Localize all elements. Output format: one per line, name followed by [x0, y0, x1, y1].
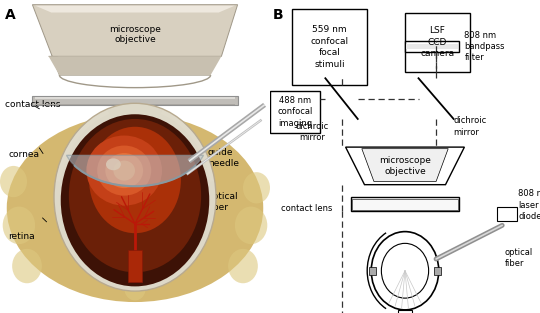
Circle shape [54, 103, 216, 291]
Text: optical
fiber: optical fiber [505, 248, 533, 268]
Text: B: B [273, 8, 284, 22]
Bar [351, 197, 459, 211]
Bar [369, 267, 375, 275]
Circle shape [3, 207, 35, 244]
Circle shape [89, 127, 181, 233]
Polygon shape [129, 250, 141, 282]
Text: 808 nm
bandpass
filter: 808 nm bandpass filter [464, 31, 505, 62]
Circle shape [0, 166, 27, 197]
Text: contact lens: contact lens [281, 204, 332, 213]
Ellipse shape [105, 153, 143, 188]
Text: optical
fiber: optical fiber [208, 192, 239, 212]
Bar [435, 267, 441, 275]
Polygon shape [35, 6, 235, 13]
Bar [353, 199, 458, 210]
Text: LSF
CCD
camera: LSF CCD camera [420, 26, 455, 58]
Circle shape [372, 232, 438, 310]
Circle shape [12, 249, 42, 283]
Text: dichroic
mirror: dichroic mirror [295, 122, 328, 142]
Bar [399, 310, 412, 313]
Text: dichroic
mirror: dichroic mirror [454, 116, 487, 136]
Text: contact lens: contact lens [5, 100, 61, 109]
Circle shape [60, 114, 210, 286]
Text: guide
needle: guide needle [208, 148, 239, 168]
Ellipse shape [106, 158, 121, 170]
Bar [407, 44, 458, 49]
Polygon shape [49, 56, 221, 75]
Ellipse shape [86, 136, 162, 206]
Text: A: A [5, 8, 16, 22]
Text: 559 nm
confocal
focal
stimuli: 559 nm confocal focal stimuli [310, 25, 348, 69]
Ellipse shape [97, 146, 151, 196]
Bar [292, 9, 367, 85]
Bar [405, 41, 459, 52]
Ellipse shape [113, 161, 135, 181]
Polygon shape [32, 96, 238, 105]
Polygon shape [362, 149, 448, 182]
Ellipse shape [6, 114, 264, 302]
Polygon shape [66, 155, 204, 186]
Circle shape [228, 249, 258, 283]
Polygon shape [35, 104, 235, 105]
Polygon shape [32, 5, 238, 75]
Text: microscope
objective: microscope objective [109, 25, 161, 44]
Text: retina: retina [8, 232, 35, 241]
Text: 488 nm
confocal
imaging: 488 nm confocal imaging [277, 96, 313, 128]
Bar [497, 207, 517, 221]
Polygon shape [346, 147, 464, 185]
Bar [405, 13, 470, 72]
Polygon shape [35, 97, 235, 99]
Bar [270, 91, 320, 133]
Text: cornea: cornea [8, 151, 39, 159]
Circle shape [235, 207, 267, 244]
Circle shape [243, 172, 270, 203]
Circle shape [124, 275, 146, 300]
Text: 808 nm
laser
diode: 808 nm laser diode [518, 189, 540, 221]
Text: microscope
objective: microscope objective [379, 156, 431, 176]
Circle shape [69, 119, 201, 272]
